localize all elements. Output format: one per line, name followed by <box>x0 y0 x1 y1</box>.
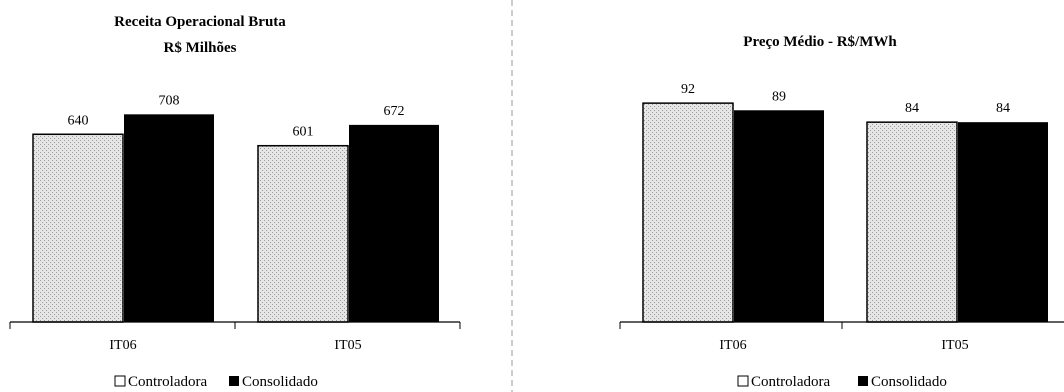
bar-consolidado-it06 <box>124 114 214 322</box>
data-label-controladora-it05: 601 <box>293 125 314 140</box>
chart-title: Receita Operacional Bruta <box>114 14 286 30</box>
chart-receita-operacional-bruta: Receita Operacional Bruta R$ Milhões 640… <box>9 14 461 390</box>
x-tick-label-it06: IT06 <box>109 338 136 353</box>
bar-controladora-it05 <box>257 144 349 323</box>
data-label-controladora-it06: 92 <box>681 82 695 97</box>
legend-swatch-consolidado <box>229 376 239 386</box>
data-label-consolidado-it06: 89 <box>772 89 786 104</box>
bar-controladora-it05 <box>866 121 958 323</box>
legend-label-controladora: Controladora <box>751 374 830 390</box>
legend-label-consolidado: Consolidado <box>871 374 947 390</box>
bar-controladora-it06 <box>32 133 124 323</box>
legend: Controladora Consolidado <box>737 374 947 390</box>
legend: Controladora Consolidado <box>114 374 318 390</box>
bar-controladora-it06 <box>642 102 734 323</box>
legend-swatch-controladora <box>114 375 126 387</box>
x-tick-label-it06: IT06 <box>719 338 746 353</box>
data-label-controladora-it06: 640 <box>68 113 89 128</box>
chart-title: Preço Médio - R$/MWh <box>743 34 897 50</box>
data-label-consolidado-it06: 708 <box>159 93 180 108</box>
x-tick-label-it05: IT05 <box>334 338 361 353</box>
legend-label-consolidado: Consolidado <box>242 374 318 390</box>
chart-subtitle: R$ Milhões <box>164 40 237 56</box>
legend-label-controladora: Controladora <box>128 374 207 390</box>
bar-consolidado-it06 <box>734 110 824 322</box>
x-tick-label-it05: IT05 <box>941 338 968 353</box>
data-label-controladora-it05: 84 <box>905 101 919 116</box>
bar-consolidado-it05 <box>958 122 1048 322</box>
data-label-consolidado-it05: 672 <box>384 104 405 119</box>
bar-consolidado-it05 <box>349 124 439 322</box>
legend-swatch-consolidado <box>858 376 868 386</box>
data-label-consolidado-it05: 84 <box>996 101 1010 116</box>
legend-swatch-controladora <box>737 375 749 387</box>
